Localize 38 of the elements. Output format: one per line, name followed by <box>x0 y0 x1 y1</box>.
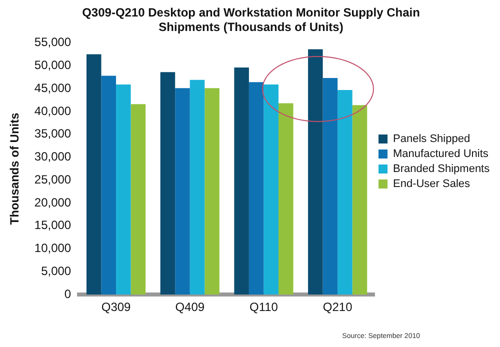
y-tick-label: 25,000 <box>34 172 72 186</box>
legend-label: Manufactured Units <box>393 148 489 160</box>
y-tick-label: 50,000 <box>34 58 72 72</box>
bar <box>264 84 278 295</box>
bar <box>234 68 249 295</box>
bar <box>352 105 368 295</box>
bar <box>204 88 220 295</box>
legend-label: Panels Shipped <box>393 133 470 146</box>
chart-title: Q309-Q210 Desktop and Workstation Monitor Supply Chain Shipments (Thousands of Units) <box>82 6 420 34</box>
bar <box>248 82 264 295</box>
y-tick-label: 20,000 <box>34 195 72 210</box>
x-tick-label: Q409 <box>175 300 205 314</box>
y-tick-label: 40,000 <box>34 104 72 118</box>
y-tick-label: 35,000 <box>34 126 72 141</box>
x-tick-label: Q110 <box>249 300 278 314</box>
bar <box>101 76 116 295</box>
bar <box>116 84 131 295</box>
bar <box>278 103 294 295</box>
legend-label: Branded Shipments <box>393 163 490 176</box>
bar <box>86 54 102 295</box>
y-tick-label: 55,000 <box>34 35 72 50</box>
bar <box>308 49 323 295</box>
x-tick-label: Q309 <box>101 300 132 314</box>
bar <box>322 78 338 295</box>
legend-label: End-User Sales <box>393 178 471 190</box>
bar <box>190 80 205 295</box>
bar <box>130 104 146 295</box>
x-tick-label: Q210 <box>322 300 353 314</box>
y-tick-label: 30,000 <box>34 150 72 164</box>
bar <box>160 72 176 295</box>
bar <box>338 90 352 295</box>
y-tick-label: 0 <box>64 286 72 301</box>
y-tick-label: 10,000 <box>34 241 72 256</box>
y-tick-label: 5,000 <box>41 264 72 278</box>
y-axis-title: Thousands of Units <box>8 112 22 225</box>
y-tick-label: 45,000 <box>34 80 72 95</box>
y-tick-label: 15,000 <box>34 218 72 232</box>
bar <box>175 88 190 295</box>
